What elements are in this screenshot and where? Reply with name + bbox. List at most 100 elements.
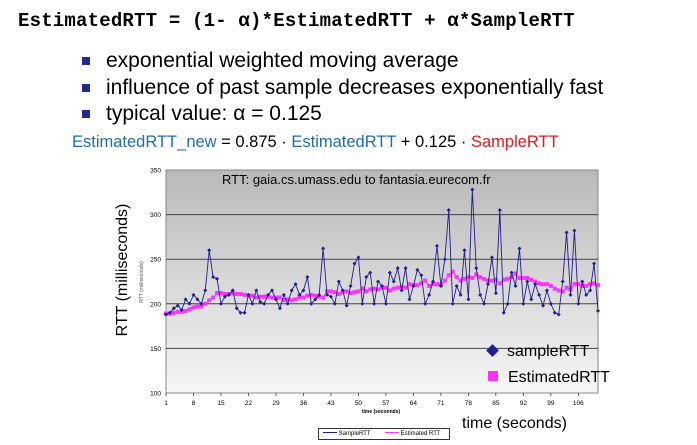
sample-rtt-point [470, 187, 475, 192]
estimated-rtt-point [427, 283, 432, 288]
estimated-rtt-point [497, 281, 502, 286]
small-legend-sample-icon [323, 432, 337, 433]
sample-rtt-point [199, 301, 204, 306]
sample-rtt-point [270, 288, 275, 293]
ewma-formula: EstimatedRTT = (1- α)*EstimatedRTT + α*S… [18, 10, 575, 32]
sample-rtt-point [211, 275, 216, 280]
estimated-rtt-point [376, 287, 381, 292]
equation-old-term: EstimatedRTT [291, 133, 397, 151]
y-axis-label-small: RTT (milliseconds) [139, 261, 145, 303]
x-tick-label: 85 [492, 400, 500, 407]
estimated-rtt-point [466, 275, 471, 280]
estimated-rtt-point [309, 292, 314, 297]
estimated-rtt-point [533, 279, 538, 284]
sample-rtt-point [505, 301, 510, 306]
x-tick-label: 22 [245, 400, 253, 407]
sample-rtt-point [352, 261, 357, 266]
estimated-rtt-point [580, 283, 585, 288]
sample-rtt-point [175, 303, 180, 308]
sample-rtt-point [167, 310, 172, 315]
sample-rtt-point [489, 255, 494, 260]
sample-rtt-point [340, 288, 345, 293]
estimated-rtt-point [482, 276, 487, 281]
sample-rtt-point [372, 301, 377, 306]
estimated-rtt-point [548, 283, 553, 288]
sample-rtt-point [403, 266, 408, 271]
estimated-rtt-point [450, 269, 455, 274]
sample-rtt-point [246, 292, 251, 297]
sample-rtt-point [183, 297, 188, 302]
numeric-equation: EstimatedRTT_new = 0.875 · EstimatedRTT … [72, 133, 559, 152]
sample-rtt-point [313, 297, 318, 302]
estimated-rtt-point [191, 305, 196, 310]
small-legend: SampleRTT Estimated RTT [318, 428, 450, 440]
estimated-rtt-point [423, 278, 428, 283]
legend-estimated-label: EstimatedRTT [508, 369, 610, 386]
x-tick-label: 8 [192, 400, 196, 407]
sample-rtt-point [564, 230, 569, 235]
estimated-rtt-point [486, 278, 491, 283]
sample-rtt-point [273, 297, 278, 302]
small-legend-estimated-label: Estimated RTT [400, 431, 441, 437]
estimated-rtt-point [395, 285, 400, 290]
sample-rtt-point [215, 276, 220, 281]
small-legend-sample: SampleRTT [323, 429, 371, 439]
estimated-rtt-point [513, 271, 518, 276]
sample-rtt-point [376, 279, 381, 284]
sample-rtt-point [226, 292, 231, 297]
x-axis-label-small: time (seconnds) [362, 409, 401, 415]
sample-rtt-point [395, 266, 400, 271]
estimated-rtt-point [564, 285, 569, 290]
chart-title: RTT: gaia.cs.umass.edu to fantasia.eurec… [222, 172, 491, 187]
sample-rtt-point [325, 292, 330, 297]
bullet-square-icon [82, 110, 90, 118]
sample-rtt-point [305, 275, 310, 280]
sample-rtt-point [446, 208, 451, 213]
sample-rtt-point [399, 288, 404, 293]
estimated-rtt-point [289, 298, 294, 303]
sample-rtt-point [411, 283, 416, 288]
sample-rtt-point [266, 292, 271, 297]
sample-rtt-point [576, 301, 581, 306]
sample-rtt-point [521, 301, 526, 306]
sample-rtt-point [454, 283, 459, 288]
estimated-rtt-point [285, 297, 290, 302]
x-axis-label: time (seconds) [462, 415, 567, 432]
sample-rtt-point [415, 267, 420, 272]
sample-rtt-point [462, 248, 467, 253]
sample-rtt-point [544, 288, 549, 293]
estimated-rtt-point [348, 291, 353, 296]
estimated-rtt-point [262, 294, 267, 299]
sample-rtt-point [541, 303, 546, 308]
sample-rtt-point [191, 292, 196, 297]
sample-rtt-point [560, 279, 565, 284]
estimated-rtt-point [344, 289, 349, 294]
x-tick-label: 92 [520, 400, 528, 407]
equation-sample-term: SampleRTT [470, 133, 559, 151]
sample-rtt-point [317, 292, 322, 297]
sample-rtt-point [380, 283, 384, 288]
estimated-rtt-point [399, 284, 404, 289]
bullet-square-icon [82, 83, 90, 92]
estimated-rtt-point [242, 292, 247, 297]
sample-rtt-point [568, 292, 573, 297]
sample-rtt-point [438, 283, 443, 288]
sample-rtt-point [533, 282, 538, 287]
sample-rtt-point [336, 279, 341, 284]
sample-rtt-point [262, 301, 267, 306]
sample-rtt-point [509, 270, 514, 275]
estimated-rtt-point [572, 282, 577, 287]
sample-rtt-point [482, 301, 487, 306]
sample-rtt-point [218, 301, 223, 306]
estimated-rtt-point [434, 282, 439, 287]
sample-rtt-point [242, 310, 247, 315]
bullet-item: influence of past sample decreases expon… [82, 75, 603, 102]
square-icon [488, 371, 498, 381]
bullet-text: typical value: α = 0.125 [106, 102, 322, 125]
estimated-rtt-point [356, 289, 361, 294]
x-tick-label: 1 [164, 400, 168, 407]
sample-rtt-point [580, 279, 585, 284]
sample-rtt-point [360, 301, 365, 306]
estimated-rtt-point [415, 283, 420, 288]
x-tick-label: 57 [382, 400, 390, 407]
